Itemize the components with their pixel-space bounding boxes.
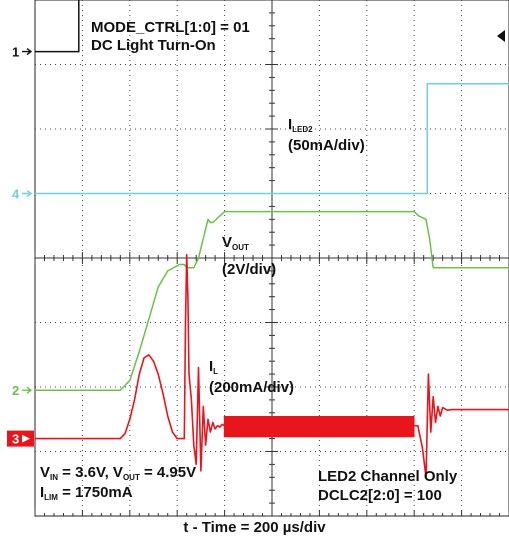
channel-2-marker-arrow	[22, 386, 33, 394]
vin-vout-conditions: VIN = 3.6V, VOUT = 4.95V	[40, 464, 196, 482]
ilim-name: I	[40, 484, 44, 501]
trace-iled2	[35, 83, 509, 195]
led2-line1: LED2 Channel Only	[318, 468, 458, 485]
x-axis-label: t - Time = 200 µs/div	[183, 519, 326, 536]
trigger-marker	[497, 30, 505, 42]
vin-sub: IN	[50, 473, 58, 482]
mode-line1: MODE_CTRL[1:0] = 01	[91, 19, 250, 36]
iled2-scale: (50mA/div)	[288, 137, 365, 154]
channel-1-marker: 1	[12, 45, 19, 60]
channel-4-marker-arrow	[22, 189, 33, 198]
channel-markers: 1 4 2 3	[7, 45, 34, 447]
channel-3-marker: 3	[12, 432, 19, 447]
ilim-value: = 1750mA	[58, 484, 133, 501]
vin-value: = 3.6V, V	[58, 464, 123, 481]
channel-3-marker-box	[7, 430, 34, 447]
vout-sub: OUT	[232, 243, 249, 252]
ilim-condition: ILIM = 1750mA	[40, 484, 133, 502]
mode-line2: DC Light Turn-On	[91, 37, 216, 54]
trace-il	[35, 254, 509, 479]
il-scale: (200mA/div)	[209, 379, 294, 396]
channel-1-marker-arrow	[22, 48, 33, 56]
channel-3-marker-arrow	[22, 434, 30, 443]
iled2-sub: LED2	[292, 125, 313, 134]
vout-name: V	[222, 234, 232, 251]
vout2-value: = 4.95V	[140, 464, 196, 481]
vin-name: V	[40, 464, 50, 481]
ilim-sub: LIM	[44, 493, 58, 502]
traces	[35, 0, 509, 479]
trace-il-ripple	[223, 416, 415, 438]
il-sub: L	[213, 367, 218, 376]
channel-4-marker: 4	[12, 187, 20, 202]
iled2-name: I	[288, 116, 292, 133]
il-name: I	[209, 358, 213, 375]
led2-line2: DCLC2[2:0] = 100	[318, 487, 442, 504]
trace-ch1	[35, 0, 80, 53]
trace-vout	[35, 210, 509, 391]
vout-scale: (2V/div)	[222, 261, 276, 278]
vout2-sub: OUT	[123, 473, 140, 482]
annotations: MODE_CTRL[1:0] = 01 DC Light Turn-On ILE…	[40, 19, 505, 504]
iled2-label: ILED2	[288, 116, 313, 134]
il-label: IL	[209, 358, 218, 376]
vout-label: VOUT	[222, 234, 249, 252]
channel-2-marker: 2	[12, 383, 19, 398]
